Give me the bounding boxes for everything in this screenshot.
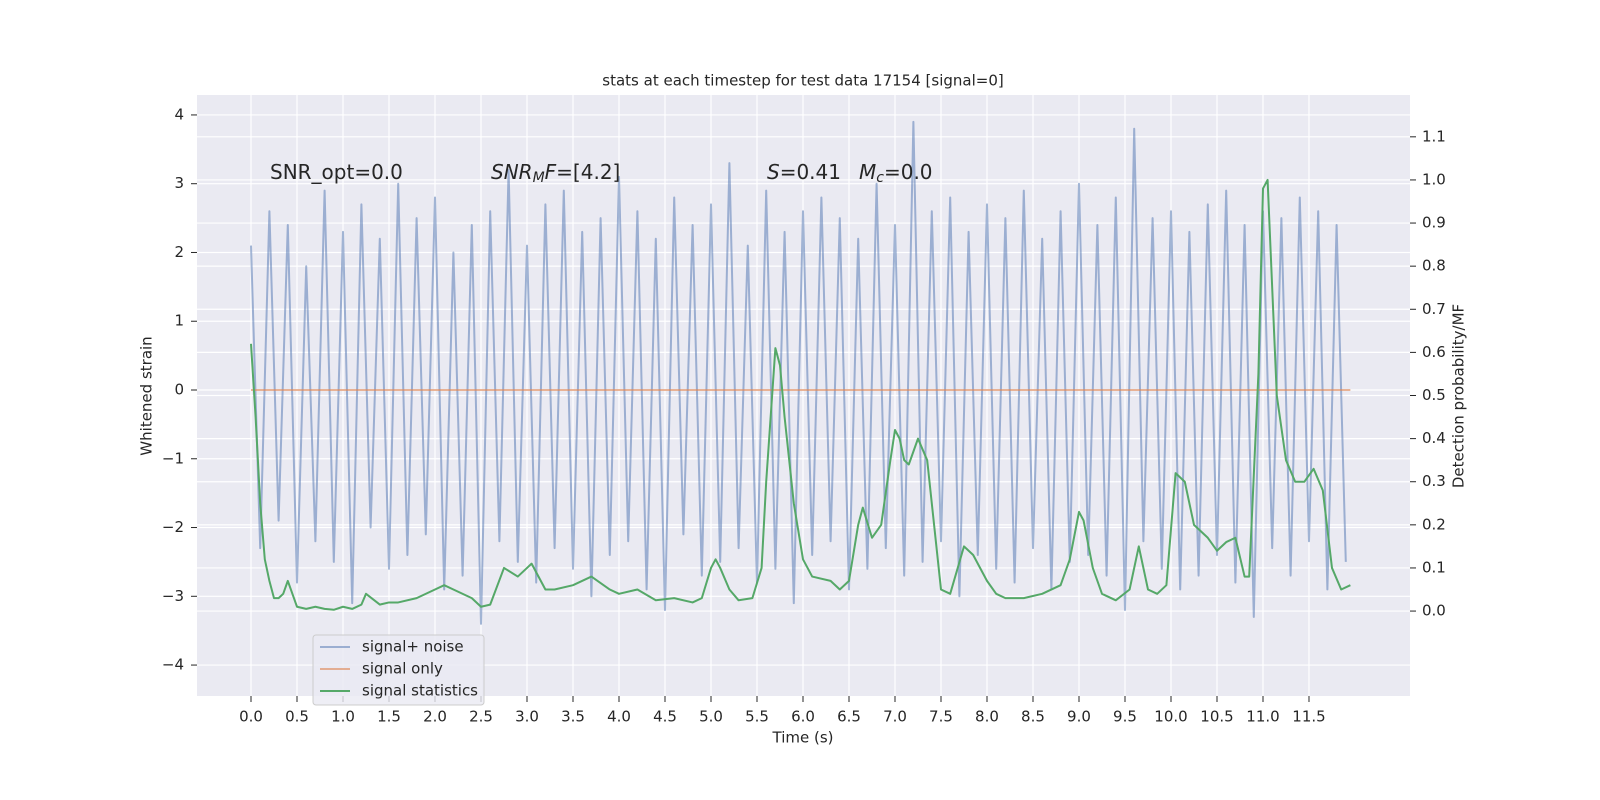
y2-tick-label: 0.1: [1422, 558, 1446, 576]
annotation-part: c: [876, 170, 884, 186]
y-tick-label: −3: [162, 587, 184, 605]
annotation-part: =0.41: [780, 160, 841, 184]
y2-tick-label: 0.0: [1422, 602, 1446, 620]
y-tick-label: −2: [162, 518, 184, 536]
annotation-part: F: [545, 160, 557, 184]
legend: signal+ noise signal only signal statistic…: [312, 634, 485, 706]
legend-box: [312, 634, 485, 706]
x-tick-label: 4.5: [653, 708, 677, 726]
x-tick-label: 0.5: [285, 708, 309, 726]
x-tick-label: 3.0: [515, 708, 539, 726]
y2-axis-label: Detection probability/MF: [1450, 304, 1468, 488]
x-axis-label: Time (s): [772, 729, 834, 747]
y-tick-label: 4: [174, 105, 184, 123]
y-tick-label: 3: [174, 174, 184, 192]
y2-tick-label: 1.1: [1422, 127, 1446, 145]
lines: [250, 120, 1351, 625]
annotation-part: SNR: [491, 160, 533, 184]
x-tick-label: 11.0: [1246, 708, 1279, 726]
legend-label: signal statistics: [362, 682, 478, 700]
x-tick-label: 4.0: [607, 708, 631, 726]
x-tick-label: 2.5: [469, 708, 493, 726]
y-axis-label: Whitened strain: [138, 336, 156, 455]
y2-tick-label: 0.2: [1422, 515, 1446, 533]
y2-tick-label: 0.4: [1422, 429, 1446, 447]
x-tick-label: 10.5: [1200, 708, 1233, 726]
x-tick-label: 8.5: [1021, 708, 1045, 726]
x-tick-label: 1.0: [331, 708, 355, 726]
annotation-part: M: [859, 160, 876, 184]
y-tick-label: 0: [174, 380, 184, 398]
y2-tick-label: 1.0: [1422, 170, 1446, 188]
annotation: SNRMF=[4.2]: [491, 160, 620, 187]
annotation: S=0.41: [767, 160, 841, 184]
y2-tick-label: 0.5: [1422, 386, 1446, 404]
x-tick-label: 11.5: [1292, 708, 1325, 726]
x-tick-label: 5.0: [699, 708, 723, 726]
y2-tick-label: 0.6: [1422, 343, 1446, 361]
x-tick-label: 9.5: [1113, 708, 1137, 726]
annotation: SNR_opt=0.0: [270, 160, 403, 184]
annotation-part: SNR_opt=0.0: [270, 160, 403, 184]
legend-label: signal+ noise: [362, 638, 464, 656]
y2-tick-label: 0.8: [1422, 257, 1446, 275]
x-tick-label: 6.0: [791, 708, 815, 726]
x-tick-label: 8.0: [975, 708, 999, 726]
x-tick-label: 1.5: [377, 708, 401, 726]
x-tick-label: 3.5: [561, 708, 585, 726]
y2-tick-label: 0.3: [1422, 472, 1446, 490]
annotation-part: =0.0: [884, 160, 933, 184]
x-tick-label: 9.0: [1067, 708, 1091, 726]
annotation: Mc=0.0: [859, 160, 933, 187]
y-tick-label: −1: [162, 449, 184, 467]
y2-tick-label: 0.9: [1422, 214, 1446, 232]
x-tick-label: 0.0: [239, 708, 263, 726]
x-tick-label: 2.0: [423, 708, 447, 726]
x-tick-label: 6.5: [837, 708, 861, 726]
y-tick-label: −4: [162, 656, 184, 674]
legend-label: signal only: [362, 660, 443, 678]
axes: 0.0 0.5 1.0 1.5 2.0 2.5 3.0 3.5 4.0 4.5 5.0 5.5 6.0 6…: [162, 105, 1446, 725]
x-tick-label: 10.0: [1154, 708, 1187, 726]
series-line: [250, 120, 1347, 625]
annotations: SNR_opt=0.0 SNRMF=[4.2] S=0.41 Mc=0.0: [270, 160, 933, 187]
annotation-part: S: [767, 160, 780, 184]
x-tick-label: 7.5: [929, 708, 953, 726]
y-tick-label: 2: [174, 243, 184, 261]
y2-tick-label: 0.7: [1422, 300, 1446, 318]
chart-title: stats at each timestep for test data 171…: [602, 72, 1003, 90]
y-tick-label: 1: [174, 312, 184, 330]
annotation-part: M: [533, 170, 545, 186]
annotation-part: =[4.2]: [556, 160, 620, 184]
x-tick-label: 5.5: [745, 708, 769, 726]
x-tick-label: 7.0: [883, 708, 907, 726]
series-line: [250, 178, 1351, 611]
